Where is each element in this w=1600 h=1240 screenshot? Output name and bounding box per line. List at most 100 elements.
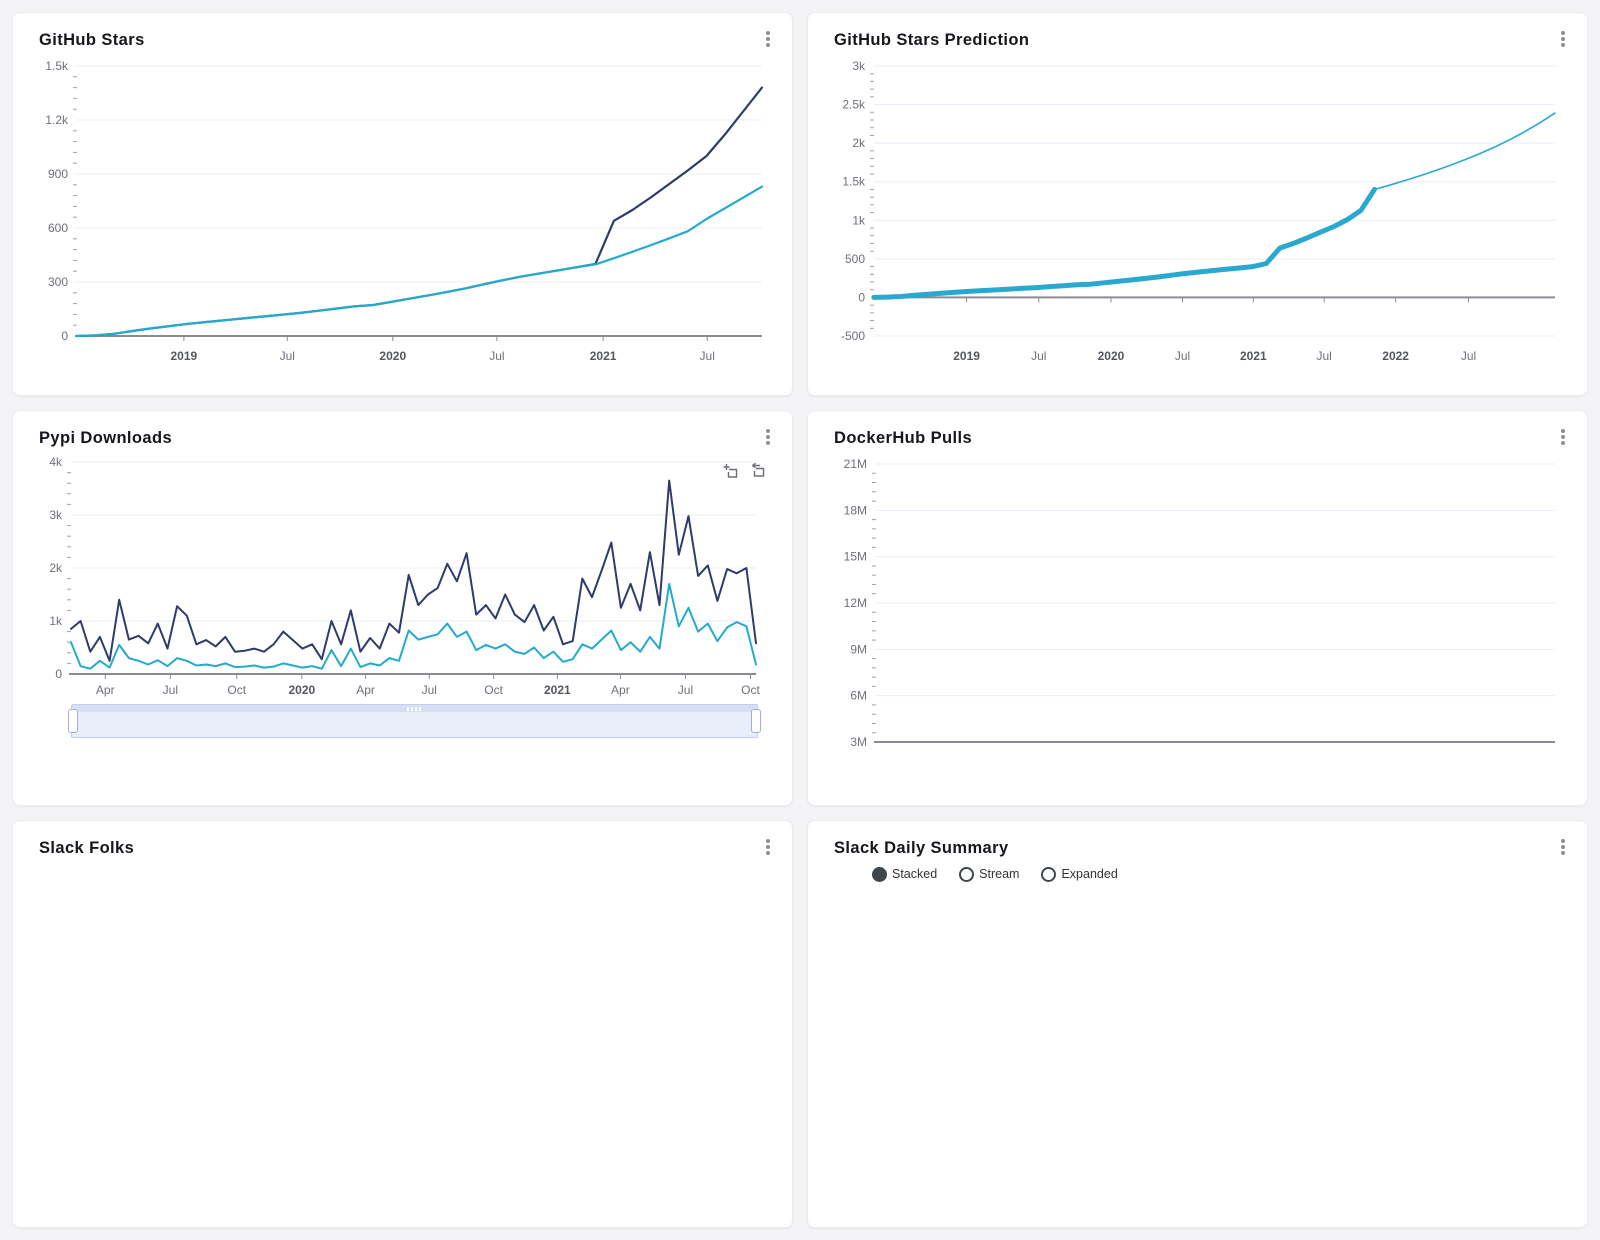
svg-text:1k: 1k (852, 213, 866, 227)
datazoom-right-handle[interactable] (751, 709, 761, 733)
svg-text:Jul: Jul (1461, 349, 1476, 363)
svg-text:1.5k: 1.5k (842, 175, 866, 189)
panel-header: DockerHub Pulls (808, 411, 1587, 450)
svg-text:Oct: Oct (741, 683, 760, 697)
svg-text:Jul: Jul (163, 683, 178, 697)
svg-text:Oct: Oct (227, 683, 246, 697)
svg-text:Jul: Jul (678, 683, 693, 697)
kebab-menu-icon[interactable] (758, 839, 778, 855)
legend-label: Stream (979, 867, 1020, 881)
chart-toolbox (722, 462, 766, 483)
svg-text:Jul: Jul (1175, 349, 1190, 363)
panel-github-stars: GitHub Stars 0 300 600 900 1.2k 1.5k 2019 Jul 20… (12, 12, 793, 396)
svg-text:1.5k: 1.5k (45, 59, 69, 73)
svg-text:Jul: Jul (422, 683, 437, 697)
panel-header: GitHub Stars Prediction (808, 13, 1587, 52)
panel-header: Slack Folks (13, 821, 792, 860)
svg-text:2022: 2022 (1382, 349, 1409, 363)
panel-title: DockerHub Pulls (834, 429, 973, 447)
radio-outline-icon (1041, 866, 1057, 882)
svg-text:2k: 2k (49, 561, 63, 575)
svg-text:15M: 15M (844, 550, 867, 564)
kebab-menu-icon[interactable] (1553, 839, 1573, 855)
legend-item-expanded[interactable]: Expanded (1041, 866, 1118, 882)
svg-text:3M: 3M (850, 735, 867, 749)
svg-text:Apr: Apr (356, 683, 375, 697)
drag-grip-icon (406, 706, 423, 711)
legend-item-stacked[interactable]: Stacked (872, 866, 938, 882)
svg-text:Jul: Jul (489, 349, 504, 363)
panel-pypi-downloads: Pypi Downloads 0 1k 2k 3k 4k Apr Jul Oct 2020 Apr… (12, 410, 793, 806)
svg-text:300: 300 (48, 275, 68, 289)
slack-daily-summary-area-chart (816, 886, 1579, 1182)
datazoom-left-handle[interactable] (68, 709, 78, 733)
github-stars-prediction-line-chart: -500 0 500 1k 1.5k 2k 2.5k 3k 2019 Jul 2020 Jul 2021… (841, 59, 1556, 363)
panel-title: GitHub Stars (39, 31, 145, 49)
github-stars-line-chart: 0 300 600 900 1.2k 1.5k 2019 Jul 2020 Jul 2021 Jul (45, 59, 764, 363)
panel-slack-daily-summary: Slack Daily Summary Stacked Stream Expan… (807, 820, 1588, 1228)
kebab-menu-icon[interactable] (1553, 31, 1573, 47)
legend-label: Stacked (892, 867, 938, 881)
datazoom-mini-chart (72, 712, 757, 737)
svg-text:600: 600 (48, 221, 68, 235)
svg-text:12M: 12M (844, 596, 867, 610)
svg-text:9M: 9M (850, 642, 867, 656)
svg-text:Oct: Oct (484, 683, 503, 697)
svg-text:Jul: Jul (280, 349, 295, 363)
svg-text:2021: 2021 (1240, 349, 1267, 363)
svg-text:2020: 2020 (379, 349, 406, 363)
svg-text:2k: 2k (852, 136, 866, 150)
svg-text:3k: 3k (852, 59, 866, 73)
svg-text:Jul: Jul (1031, 349, 1046, 363)
panel-dockerhub-pulls: DockerHub Pulls 3M 6M 9M 12M 15M 18M 21M (807, 410, 1588, 806)
panel-title: Slack Folks (39, 839, 135, 857)
pypi-downloads-line-chart: 0 1k 2k 3k 4k Apr Jul Oct 2020 Apr Jul Oct 2021 Apr Ju… (49, 455, 760, 697)
dockerhub-pulls-bar-chart: 3M 6M 9M 12M 15M 18M 21M (844, 457, 1555, 749)
datazoom-drag-bar[interactable] (72, 705, 757, 712)
svg-text:2019: 2019 (171, 349, 198, 363)
svg-text:0: 0 (55, 667, 62, 681)
radio-outline-icon (959, 866, 975, 882)
svg-text:1k: 1k (49, 614, 63, 628)
svg-text:0: 0 (858, 290, 865, 304)
panel-title: Pypi Downloads (39, 429, 173, 447)
svg-text:4k: 4k (49, 455, 63, 469)
svg-text:Jul: Jul (700, 349, 715, 363)
panel-title: GitHub Stars Prediction (834, 31, 1030, 49)
slack-folks-treemap (41, 864, 774, 1206)
panel-header: GitHub Stars (13, 13, 792, 52)
panel-slack-folks: Slack Folks (12, 820, 793, 1228)
svg-text:-500: -500 (841, 329, 865, 343)
svg-text:2020: 2020 (1098, 349, 1125, 363)
svg-text:2019: 2019 (953, 349, 980, 363)
chart-legend: Stacked Stream Expanded (872, 862, 1587, 886)
svg-text:1.2k: 1.2k (45, 113, 69, 127)
legend-item-stream[interactable]: Stream (959, 866, 1020, 882)
svg-text:Apr: Apr (611, 683, 630, 697)
radio-filled-icon (872, 866, 887, 882)
panel-github-stars-prediction: GitHub Stars Prediction -500 0 500 1k 1.5k 2k… (807, 12, 1588, 396)
svg-text:2020: 2020 (288, 683, 315, 697)
panel-header: Slack Daily Summary (808, 821, 1587, 860)
panel-title: Slack Daily Summary (834, 839, 1009, 857)
svg-text:3k: 3k (49, 508, 63, 522)
legend-label: Expanded (1061, 867, 1118, 881)
kebab-menu-icon[interactable] (1553, 429, 1573, 445)
svg-text:2.5k: 2.5k (842, 98, 866, 112)
svg-text:Jul: Jul (1316, 349, 1331, 363)
svg-text:2021: 2021 (544, 683, 571, 697)
kebab-menu-icon[interactable] (758, 429, 778, 445)
svg-text:Apr: Apr (96, 683, 115, 697)
datazoom-slider[interactable] (68, 704, 761, 738)
svg-text:900: 900 (48, 167, 68, 181)
svg-text:21M: 21M (844, 457, 867, 471)
svg-text:18M: 18M (844, 503, 867, 517)
panel-header: Pypi Downloads (13, 411, 792, 450)
svg-text:500: 500 (845, 252, 865, 266)
svg-text:6M: 6M (850, 689, 867, 703)
kebab-menu-icon[interactable] (758, 31, 778, 47)
svg-text:2021: 2021 (590, 349, 617, 363)
zoom-reset-icon[interactable] (749, 462, 766, 483)
zoom-select-icon[interactable] (722, 463, 739, 483)
